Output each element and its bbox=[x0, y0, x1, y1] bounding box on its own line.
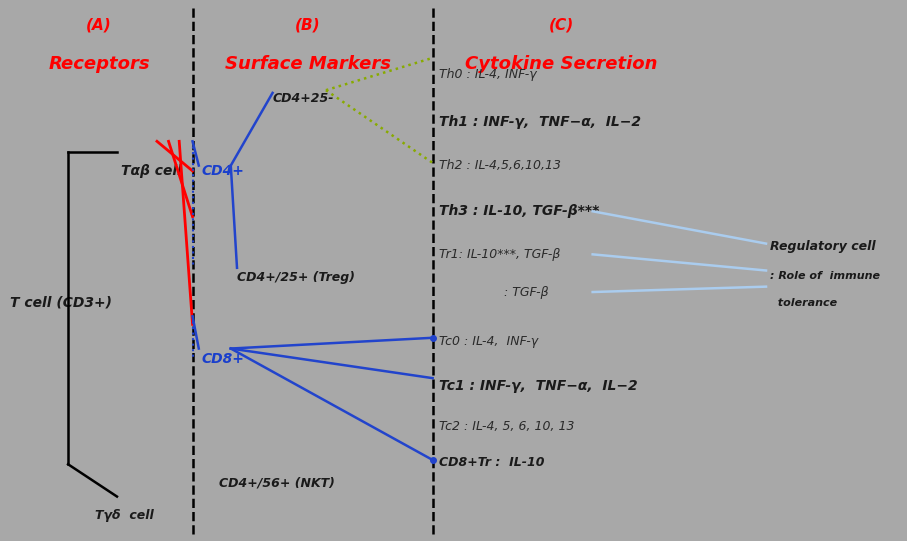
Text: (C): (C) bbox=[549, 17, 574, 32]
Text: Tc2 : IL-4, 5, 6, 10, 13: Tc2 : IL-4, 5, 6, 10, 13 bbox=[439, 420, 574, 433]
Text: Tr1: IL-10***, TGF-β: Tr1: IL-10***, TGF-β bbox=[439, 248, 561, 261]
Text: Th3 : IL-10, TGF-β***: Th3 : IL-10, TGF-β*** bbox=[439, 204, 600, 219]
Text: Th2 : IL-4,5,6,10,13: Th2 : IL-4,5,6,10,13 bbox=[439, 159, 561, 172]
Text: CD4+/25+ (Treg): CD4+/25+ (Treg) bbox=[237, 271, 355, 284]
Text: (A): (A) bbox=[86, 17, 112, 32]
Text: Th0 : IL-4, INF-γ: Th0 : IL-4, INF-γ bbox=[439, 68, 536, 81]
Text: (B): (B) bbox=[296, 17, 321, 32]
Text: CD4+/56+ (NKT): CD4+/56+ (NKT) bbox=[219, 477, 335, 490]
Text: CD4+25-: CD4+25- bbox=[273, 92, 334, 105]
Text: Tc0 : IL-4,  INF-γ: Tc0 : IL-4, INF-γ bbox=[439, 335, 538, 348]
Text: T cell (CD3+): T cell (CD3+) bbox=[10, 296, 112, 310]
Text: Regulatory cell: Regulatory cell bbox=[770, 240, 876, 253]
Text: Tγδ  cell: Tγδ cell bbox=[94, 509, 153, 522]
Text: : Role of  immune: : Role of immune bbox=[770, 271, 881, 281]
Text: Th1 : INF-γ,  TNF−α,  IL−2: Th1 : INF-γ, TNF−α, IL−2 bbox=[439, 115, 641, 129]
Text: : TGF-β: : TGF-β bbox=[503, 286, 549, 299]
Text: Cytokine Secretion: Cytokine Secretion bbox=[465, 55, 658, 73]
Text: Surface Markers: Surface Markers bbox=[225, 55, 391, 73]
Text: CD8+Tr :  IL-10: CD8+Tr : IL-10 bbox=[439, 456, 544, 469]
Text: CD8+: CD8+ bbox=[201, 352, 244, 366]
Text: tolerance: tolerance bbox=[770, 298, 837, 308]
Text: Tc1 : INF-γ,  TNF−α,  IL−2: Tc1 : INF-γ, TNF−α, IL−2 bbox=[439, 379, 638, 393]
Text: CD4+: CD4+ bbox=[201, 164, 244, 178]
Text: Tαβ cell: Tαβ cell bbox=[122, 164, 182, 178]
Text: Receptors: Receptors bbox=[48, 55, 150, 73]
